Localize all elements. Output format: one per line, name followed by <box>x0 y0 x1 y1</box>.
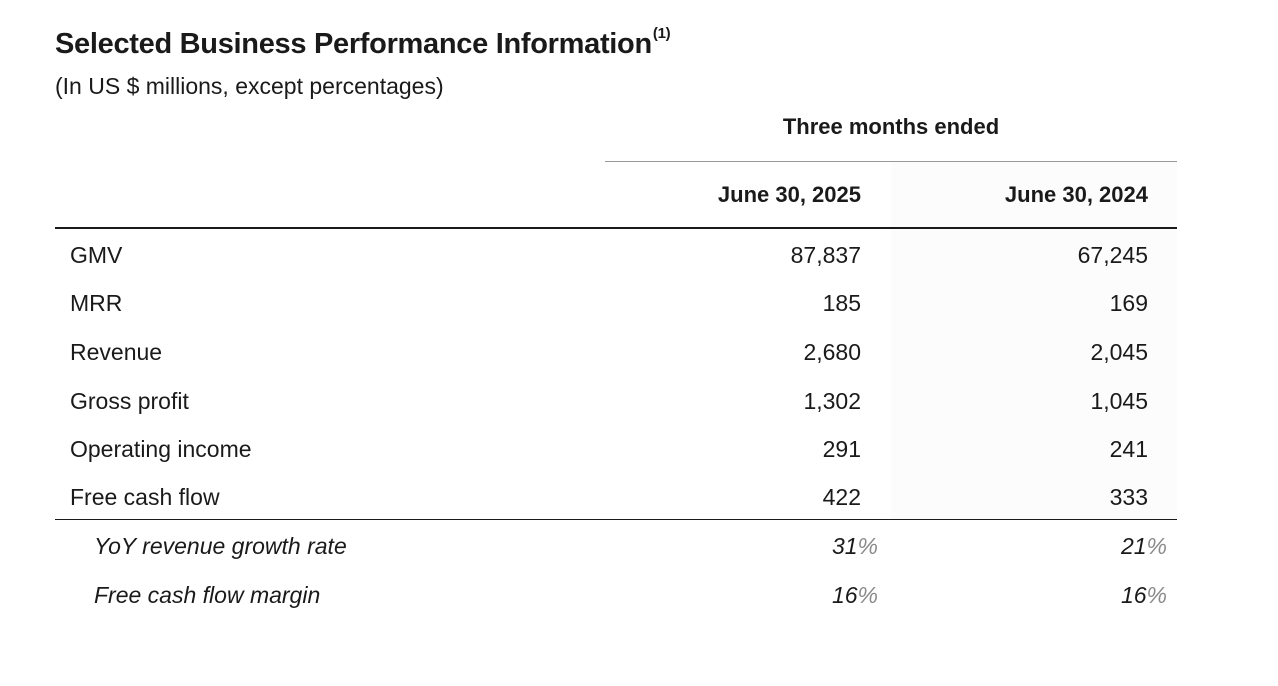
header-divider <box>55 227 1177 229</box>
row-label: YoY revenue growth rate <box>94 533 347 559</box>
period-header: Three months ended <box>782 114 1000 139</box>
row-value-2025: 31% <box>832 533 878 560</box>
row-label: MRR <box>70 290 123 316</box>
value-number: 21 <box>1120 533 1147 559</box>
row-value-2024: 16% <box>1121 582 1167 609</box>
row-label: GMV <box>70 242 123 268</box>
row-value-2025: 16% <box>832 582 878 609</box>
table-row-free-cash-flow: Free cash flow 422 333 <box>55 472 1177 520</box>
row-value-2025: 2,680 <box>803 339 861 365</box>
table-row-free-cash-flow-margin: Free cash flow margin 16% 16% <box>55 570 1177 618</box>
title-footnote: (1) <box>652 25 671 43</box>
row-value-2024: 2,045 <box>1090 339 1148 365</box>
column-shade <box>891 162 1177 520</box>
table-row-revenue: Revenue 2,680 2,045 <box>55 327 1177 375</box>
table-row-operating-income: Operating income 291 241 <box>55 424 1177 472</box>
value-number: 16 <box>1120 582 1147 608</box>
row-value-2024: 333 <box>1109 484 1148 510</box>
row-value-2024: 1,045 <box>1090 388 1148 414</box>
table-row-mrr: MRR 185 169 <box>55 278 1177 326</box>
row-value-2025: 291 <box>822 436 861 462</box>
column-header-2025: June 30, 2025 <box>717 182 861 207</box>
period-divider <box>605 161 1177 162</box>
row-value-2025: 1,302 <box>803 388 861 414</box>
percent-sign: % <box>857 533 878 559</box>
page-title: Selected Business Performance Informatio… <box>55 25 671 61</box>
row-label: Revenue <box>70 339 163 365</box>
row-label: Operating income <box>70 436 252 462</box>
table-row-yoy-revenue-growth: YoY revenue growth rate 31% 21% <box>55 521 1177 569</box>
value-number: 16 <box>831 582 858 608</box>
page-title-text: Selected Business Performance Informatio… <box>55 28 652 60</box>
row-value-2025: 422 <box>822 484 861 510</box>
percent-sign: % <box>857 582 878 608</box>
row-label: Free cash flow margin <box>94 582 321 608</box>
ratio-divider <box>55 519 1177 520</box>
column-header-2024: June 30, 2024 <box>1004 182 1148 207</box>
row-value-2024: 241 <box>1109 436 1148 462</box>
row-label: Gross profit <box>70 388 189 414</box>
row-value-2024: 169 <box>1109 290 1148 316</box>
page-subtitle: (In US $ millions, except percentages) <box>55 73 444 99</box>
table-row-gross-profit: Gross profit 1,302 1,045 <box>55 376 1177 424</box>
percent-sign: % <box>1146 582 1167 608</box>
table-row-gmv: GMV 87,837 67,245 <box>55 230 1177 278</box>
row-value-2024: 21% <box>1121 533 1167 560</box>
value-number: 31 <box>831 533 858 559</box>
row-value-2025: 185 <box>822 290 861 316</box>
row-value-2025: 87,837 <box>790 242 861 268</box>
row-value-2024: 67,245 <box>1077 242 1148 268</box>
percent-sign: % <box>1146 533 1167 559</box>
row-label: Free cash flow <box>70 484 220 510</box>
